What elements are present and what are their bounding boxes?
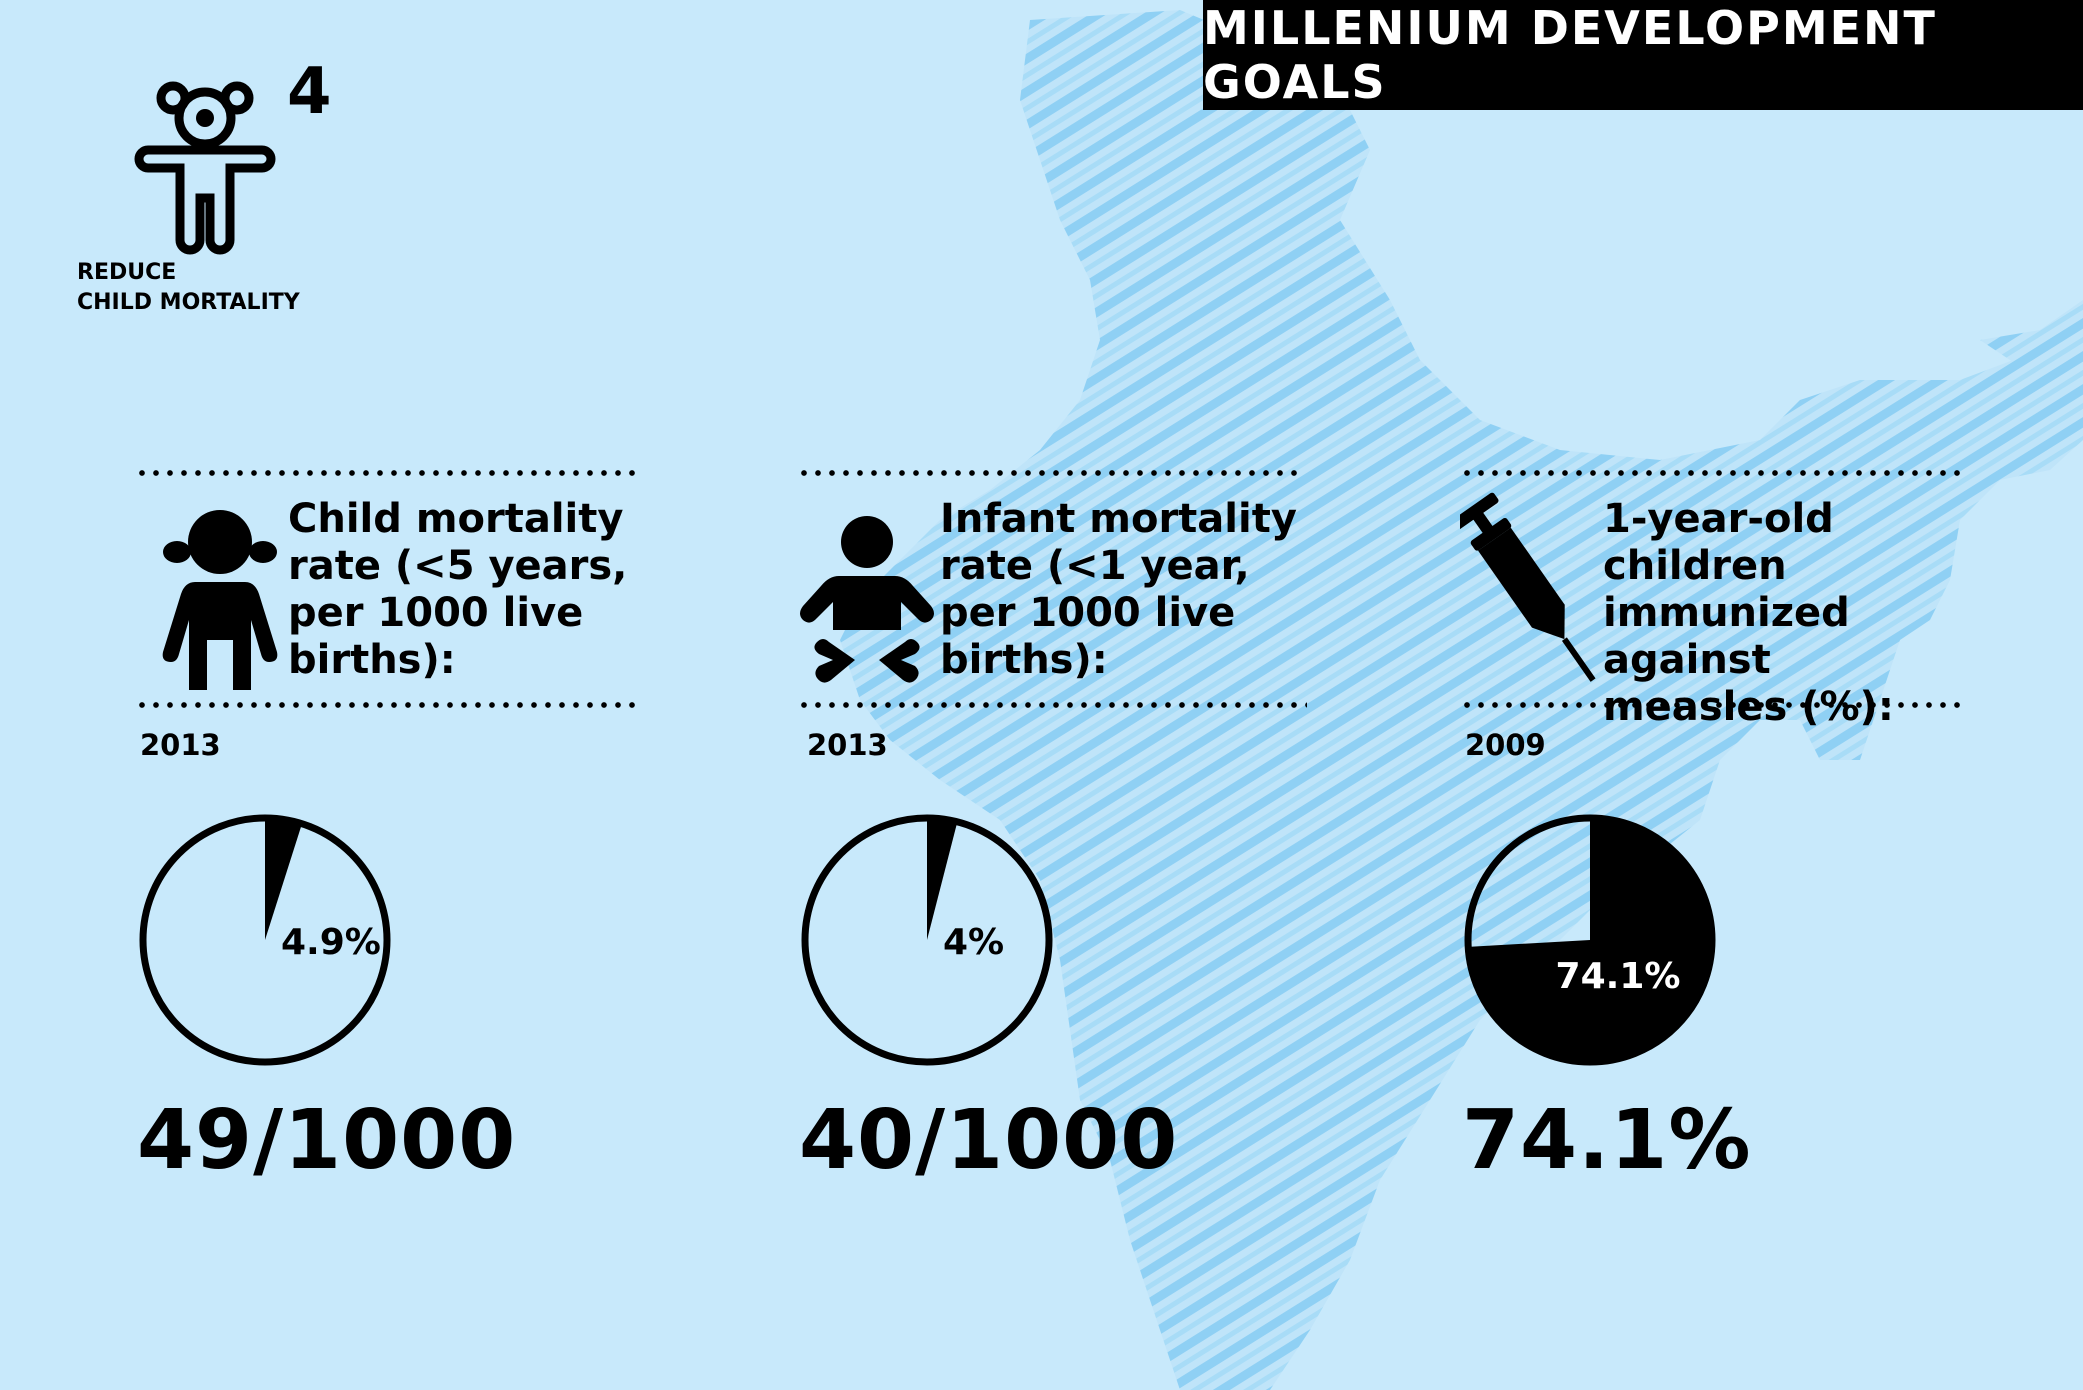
- big-value: 49/1000: [137, 1093, 517, 1188]
- panel-title-line: rate (<5 years,: [288, 543, 628, 589]
- goal-number: 4: [287, 55, 332, 129]
- panel-year: 2009: [1465, 728, 1546, 762]
- panel-title-line: births):: [288, 637, 456, 683]
- panel-title: Infant mortality rate (<1 year, per 1000…: [940, 496, 1297, 684]
- panel-title-line: rate (<1 year,: [940, 543, 1250, 589]
- pie-outline: [1464, 814, 1716, 1066]
- child-icon: [134, 81, 276, 255]
- panel-title-line: 1-year-old: [1603, 496, 1834, 542]
- goal-label: REDUCE CHILD MORTALITY: [77, 258, 300, 318]
- panel-title-line: per 1000 live: [288, 590, 584, 636]
- pie-label: 74.1%: [1556, 956, 1681, 997]
- dotted-divider-bottom: [135, 702, 635, 708]
- panel-title-line: Infant mortality: [940, 496, 1297, 542]
- header-title: MILLENIUM DEVELOPMENT GOALS: [1203, 1, 1937, 109]
- dotted-divider-bottom: [797, 702, 1307, 708]
- pie-slice-value: [927, 818, 958, 940]
- pie-outline: [139, 814, 391, 1066]
- panel-year: 2013: [807, 728, 888, 762]
- panel-title-line: births):: [940, 637, 1108, 683]
- pie-slice-value: [265, 818, 302, 940]
- panel-measles-immunization: 1-year-old children immunized against me…: [1460, 470, 1980, 1230]
- baby-icon: [800, 516, 934, 683]
- pie-chart: 4.9%: [139, 814, 391, 1066]
- panel-child-mortality: Child mortality rate (<5 years, per 1000…: [135, 470, 655, 1230]
- pie-slice-value: [1468, 818, 1712, 1062]
- dotted-divider-top: [1460, 470, 1960, 476]
- big-value: 40/1000: [799, 1093, 1179, 1188]
- dotted-divider-top: [135, 470, 635, 476]
- pie-label: 4.9%: [281, 922, 381, 963]
- panel-infant-mortality: Infant mortality rate (<1 year, per 1000…: [797, 470, 1317, 1230]
- big-value: 74.1%: [1462, 1093, 1752, 1188]
- pie-label: 4%: [943, 922, 1004, 963]
- panel-title-line: immunized against: [1603, 590, 1850, 683]
- pie-chart: 74.1%: [1464, 814, 1716, 1066]
- pie-chart: 4%: [801, 814, 1053, 1066]
- dotted-divider-top: [797, 470, 1297, 476]
- pie-outline: [801, 814, 1053, 1066]
- panel-year: 2013: [140, 728, 221, 762]
- goal-label-line1: REDUCE: [77, 260, 177, 285]
- girl-icon: [162, 510, 278, 690]
- goal-label-line2: CHILD MORTALITY: [77, 290, 300, 315]
- panel-title-line: per 1000 live: [940, 590, 1236, 636]
- panel-title: 1-year-old children immunized against me…: [1603, 496, 1980, 731]
- header-banner: MILLENIUM DEVELOPMENT GOALS: [1203, 0, 2083, 110]
- panel-title-line: children: [1603, 543, 1787, 589]
- panel-title: Child mortality rate (<5 years, per 1000…: [288, 496, 627, 684]
- syringe-icon: [1460, 492, 1596, 682]
- panel-title-line: Child mortality: [288, 496, 624, 542]
- dotted-divider-bottom: [1460, 702, 1960, 708]
